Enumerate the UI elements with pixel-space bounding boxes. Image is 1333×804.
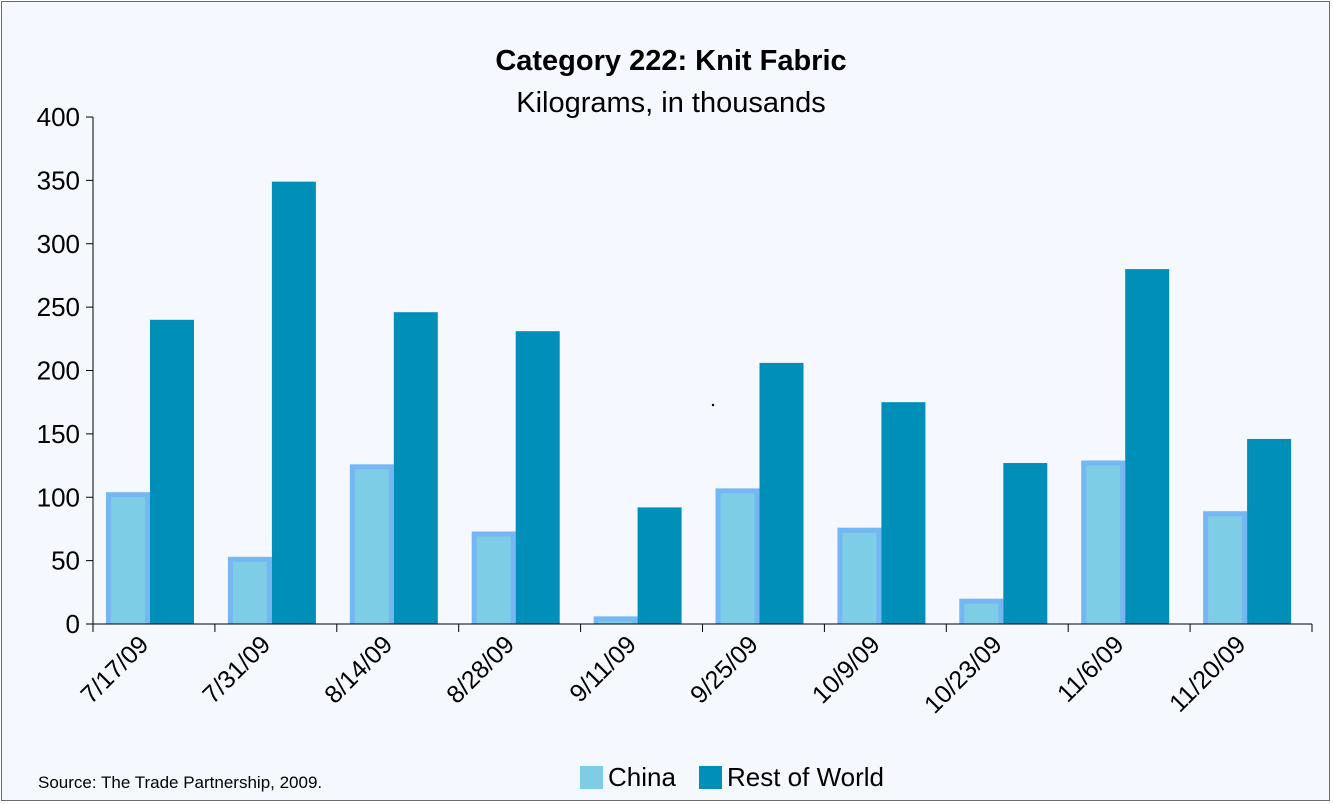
- legend-label-rest-of-world: Rest of World: [727, 762, 884, 792]
- y-tick-label: 100: [37, 482, 80, 512]
- bar-rest-of-world: [150, 319, 194, 624]
- x-tick-label: 8/14/09: [319, 630, 398, 709]
- y-tick-label: 50: [51, 546, 80, 576]
- bar-china: [227, 556, 272, 624]
- bar-china: [1203, 511, 1248, 624]
- x-tick-label: 9/11/09: [564, 630, 641, 707]
- y-tick-label: 250: [37, 292, 80, 322]
- y-tick-label: 150: [37, 419, 80, 449]
- x-tick-label: 11/20/09: [1164, 630, 1251, 717]
- x-tick-label: 7/31/09: [197, 630, 276, 709]
- bar-china: [349, 464, 394, 624]
- stray-dot: [711, 403, 715, 407]
- x-tick-label: 7/17/09: [75, 630, 154, 709]
- bar-china: [837, 527, 882, 624]
- bar-china: [593, 616, 638, 624]
- legend-label-china: China: [608, 762, 676, 792]
- x-tick-label: 8/28/09: [441, 630, 520, 709]
- y-axis: 0 50 100 150 200 250 300 350 400: [37, 102, 94, 639]
- x-tick-label: 9/25/09: [685, 630, 764, 709]
- bar-rest-of-world: [637, 507, 682, 624]
- bar-rest-of-world: [1003, 463, 1048, 624]
- legend-swatch-china: [580, 766, 603, 789]
- legend-swatch-rest-of-world: [699, 766, 722, 789]
- x-axis: 7/17/09 7/31/09 8/14/09 8/28/09 9/11/09 9/25/…: [75, 623, 1313, 719]
- bar-rest-of-world: [515, 331, 560, 624]
- bar-china: [959, 598, 1004, 624]
- bar-china: [106, 492, 150, 624]
- legend: China Rest of World: [580, 762, 884, 792]
- source-note: Source: The Trade Partnership, 2009.: [38, 773, 322, 792]
- bar-china: [715, 488, 760, 624]
- bars: [106, 181, 1292, 624]
- x-tick-label: 11/6/09: [1052, 630, 1129, 707]
- y-tick-label: 300: [37, 229, 80, 259]
- bar-rest-of-world: [1247, 438, 1292, 624]
- bar-rest-of-world: [881, 402, 926, 624]
- bar-rest-of-world: [393, 312, 438, 624]
- chart-title: Category 222: Knit Fabric: [495, 45, 846, 77]
- y-tick-label: 350: [37, 165, 80, 195]
- y-tick-label: 400: [37, 102, 80, 132]
- bar-rest-of-world: [759, 362, 804, 624]
- y-tick-label: 200: [37, 356, 80, 386]
- bar-rest-of-world: [271, 181, 316, 624]
- x-tick-label: 10/23/09: [919, 630, 1008, 719]
- bar-china: [1081, 460, 1126, 624]
- chart-subtitle: Kilograms, in thousands: [516, 87, 826, 119]
- bar-china: [471, 531, 516, 624]
- bar-rest-of-world: [1125, 269, 1170, 624]
- y-tick-label: 0: [66, 609, 80, 639]
- x-tick-label: 10/9/09: [807, 630, 886, 709]
